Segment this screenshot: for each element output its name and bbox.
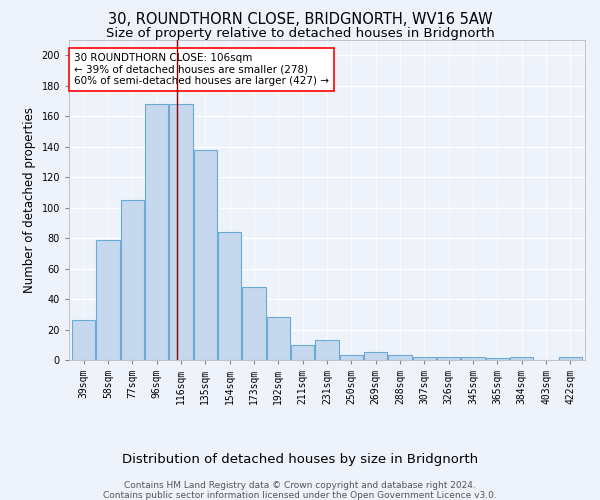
Text: Contains HM Land Registry data © Crown copyright and database right 2024.: Contains HM Land Registry data © Crown c… (124, 481, 476, 490)
Bar (316, 340, 338, 360)
Bar (267, 318, 290, 360)
Bar (194, 150, 217, 360)
Text: Size of property relative to detached houses in Bridgnorth: Size of property relative to detached ho… (106, 28, 494, 40)
Bar (242, 287, 266, 360)
Bar (97, 240, 119, 360)
Bar (510, 357, 533, 360)
Bar (486, 358, 509, 360)
Bar (145, 104, 168, 360)
Bar (413, 357, 436, 360)
Bar (291, 345, 314, 360)
Text: 30, ROUNDTHORN CLOSE, BRIDGNORTH, WV16 5AW: 30, ROUNDTHORN CLOSE, BRIDGNORTH, WV16 5… (107, 12, 493, 28)
Bar (340, 356, 363, 360)
Bar (121, 200, 144, 360)
Text: Contains public sector information licensed under the Open Government Licence v3: Contains public sector information licen… (103, 491, 497, 500)
Bar (72, 320, 95, 360)
Bar (461, 357, 485, 360)
Bar (218, 232, 241, 360)
Bar (559, 357, 582, 360)
Bar (169, 104, 193, 360)
Bar (437, 357, 460, 360)
Text: Distribution of detached houses by size in Bridgnorth: Distribution of detached houses by size … (122, 452, 478, 466)
Bar (364, 352, 387, 360)
Text: 30 ROUNDTHORN CLOSE: 106sqm
← 39% of detached houses are smaller (278)
60% of se: 30 ROUNDTHORN CLOSE: 106sqm ← 39% of det… (74, 53, 329, 86)
Bar (388, 356, 412, 360)
Y-axis label: Number of detached properties: Number of detached properties (23, 107, 36, 293)
